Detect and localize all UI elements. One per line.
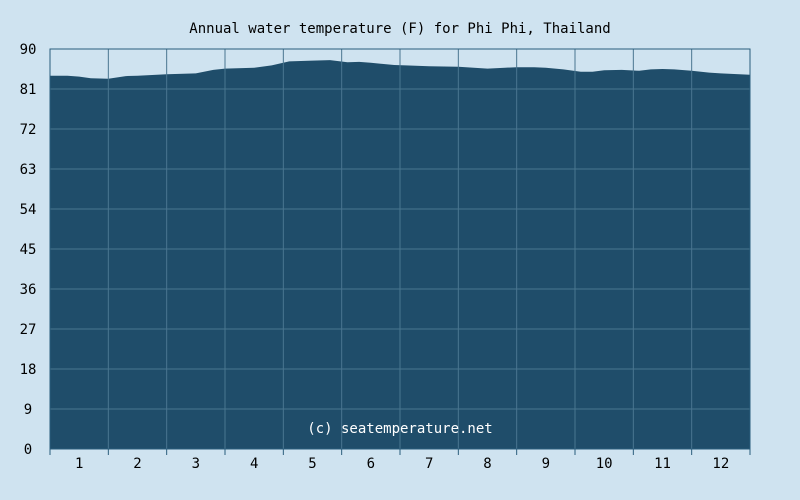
x-tick-label: 1 [75,456,83,472]
x-tick-label: 5 [308,456,316,472]
x-axis: 1 2 3 4 5 6 7 8 9 10 11 12 [49,449,751,472]
y-tick-label: 90 [20,42,37,58]
y-tick-label: 18 [20,362,37,378]
y-tick-label: 54 [20,202,37,218]
y-tick-label: 0 [24,442,32,458]
y-tick-label: 63 [20,162,37,178]
y-tick-label: 27 [20,322,37,338]
x-tick-label: 7 [425,456,433,472]
chart-title: Annual water temperature (F) for Phi Phi… [189,21,610,37]
x-tick-label: 3 [192,456,200,472]
y-tick-label: 45 [20,242,37,258]
x-tick-label: 4 [250,456,258,472]
y-tick-label: 36 [20,282,37,298]
y-tick-label: 81 [20,82,37,98]
x-tick-label: 9 [542,456,550,472]
watermark: (c) seatemperature.net [307,421,492,437]
x-tick-label: 6 [367,456,375,472]
x-tick-label: 10 [596,456,613,472]
x-tick-label: 8 [483,456,491,472]
x-tick-label: 2 [133,456,141,472]
x-tick-label: 12 [712,456,729,472]
y-axis: 0 9 18 27 36 45 54 63 72 81 90 [20,42,37,458]
y-tick-label: 72 [20,122,37,138]
y-tick-label: 9 [24,402,32,418]
x-tick-label: 11 [654,456,671,472]
